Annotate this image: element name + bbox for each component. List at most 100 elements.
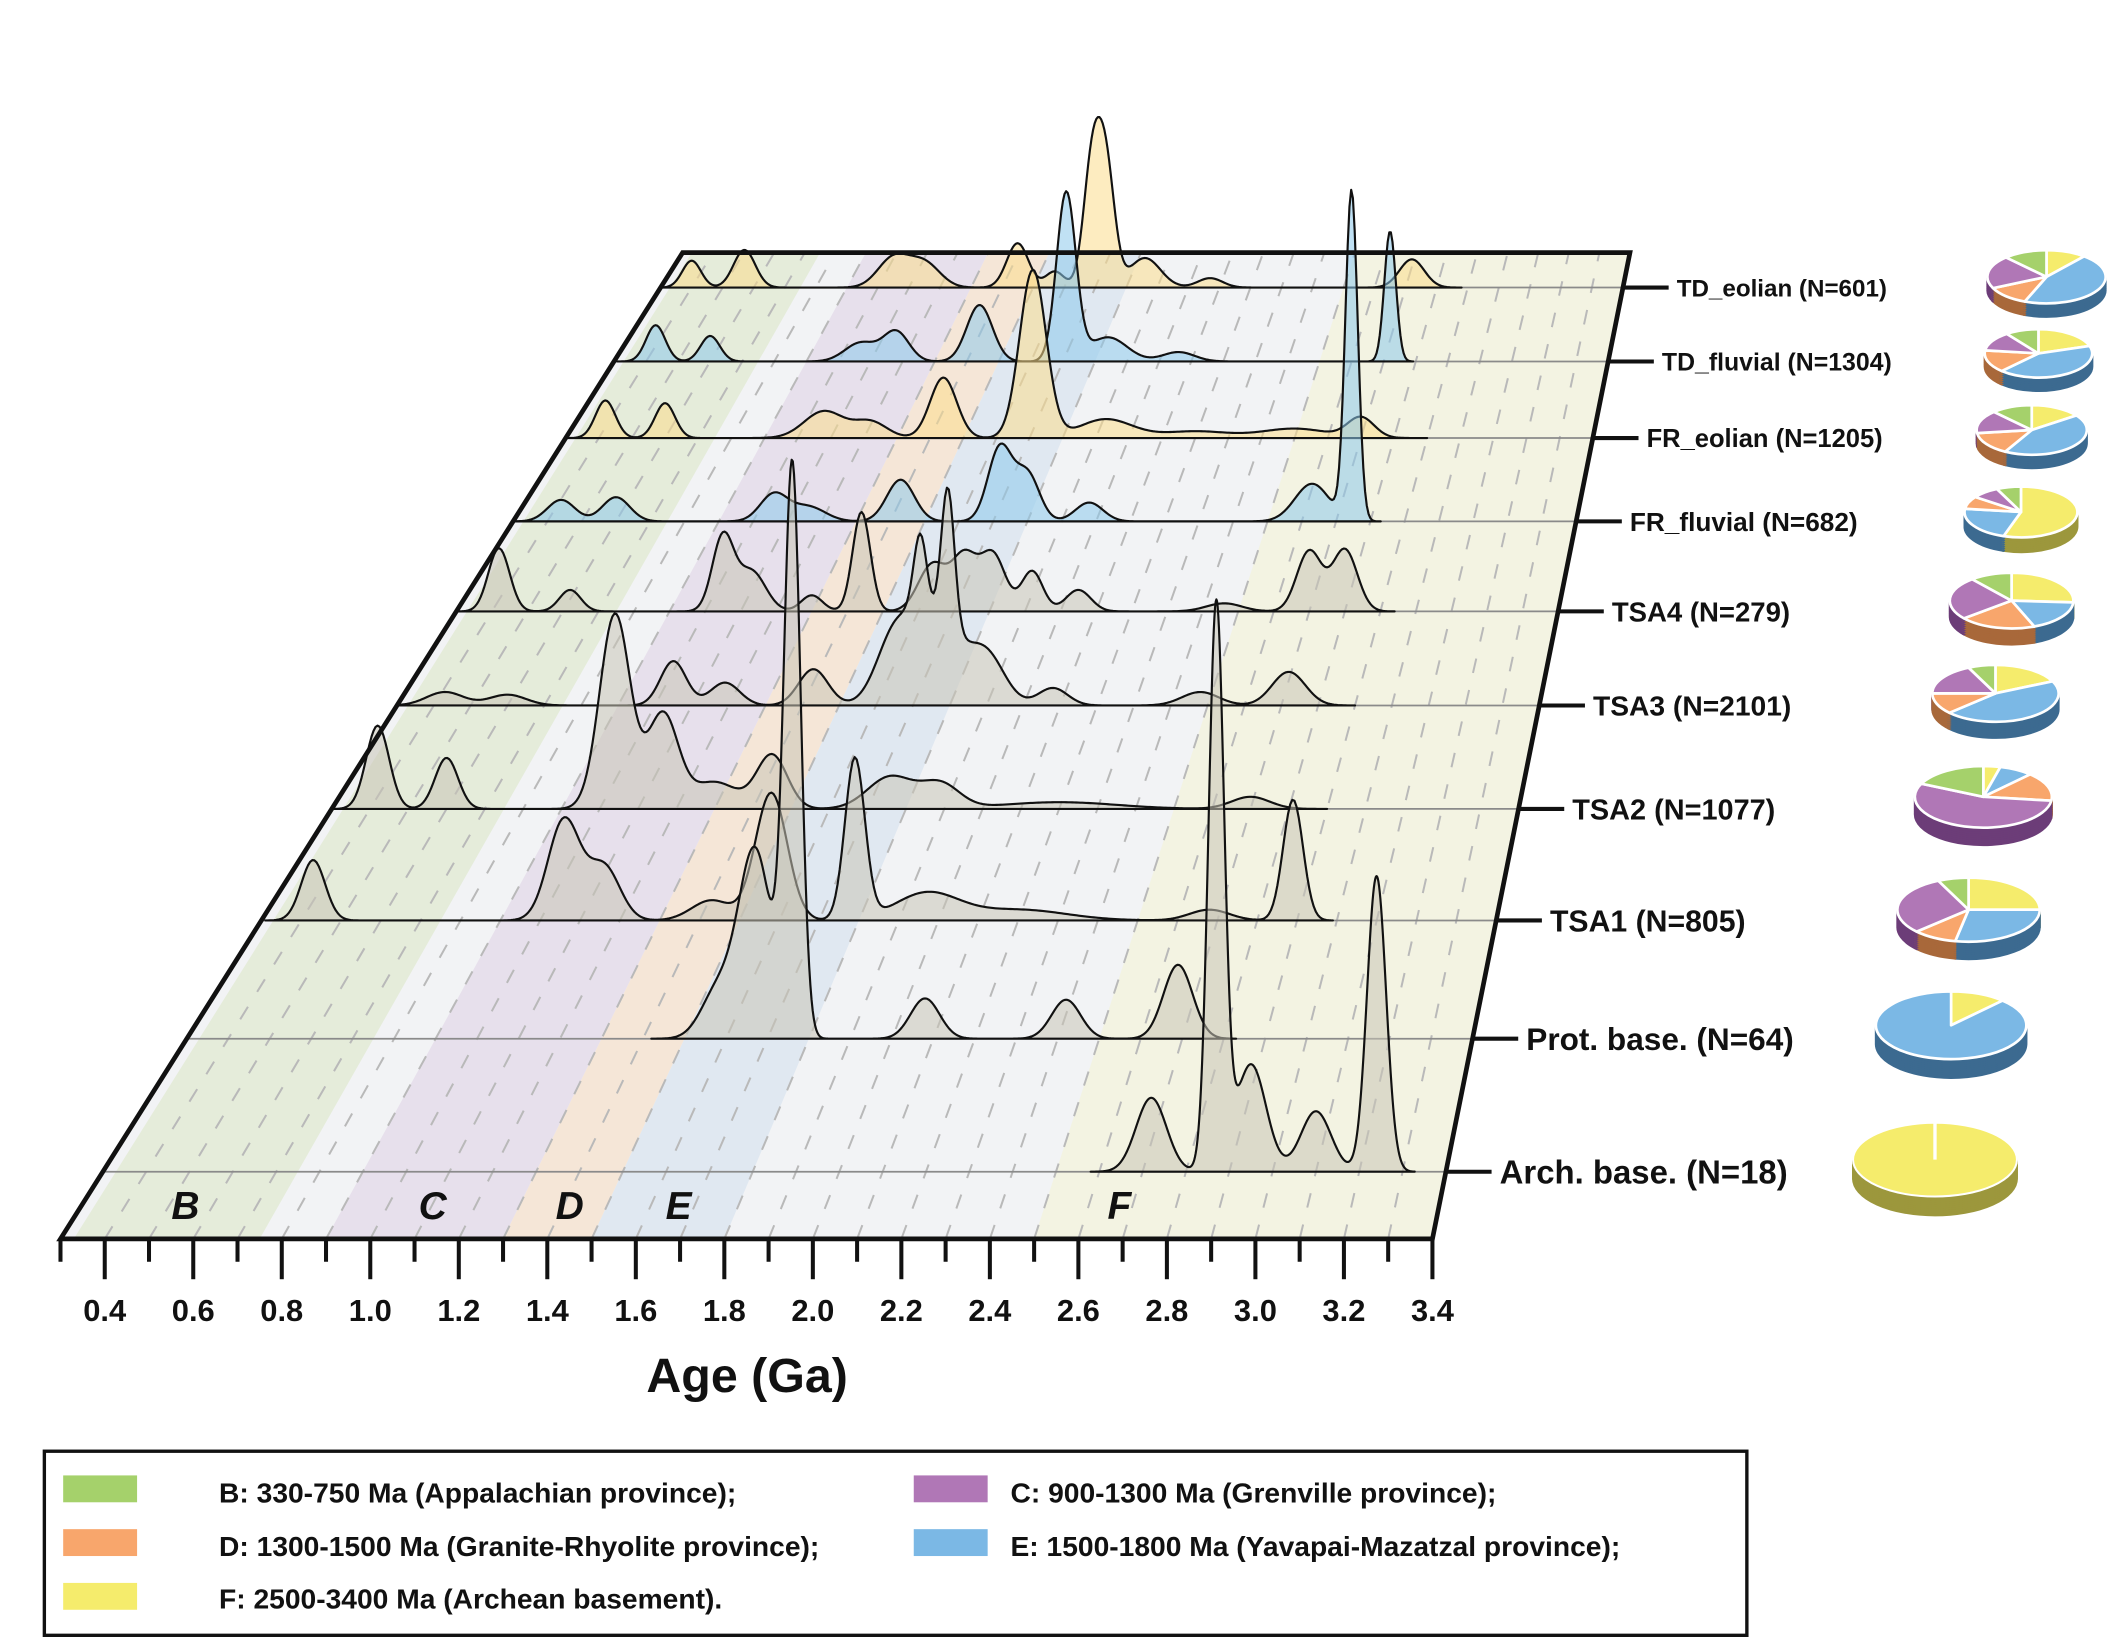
pie-chart <box>1983 327 2094 393</box>
legend: B: 330-750 Ma (Appalachian province); C:… <box>42 1449 1749 1637</box>
sample-label: TSA2 (N=1077) <box>1572 794 1775 826</box>
sample-label: FR_eolian (N=1205) <box>1647 425 1883 453</box>
x-tick-label: 1.6 <box>614 1293 657 1328</box>
pie-slice-b <box>1967 663 1997 695</box>
legend-text-d: D: 1300-1500 Ma (Granite-Rhyolite provin… <box>219 1530 819 1562</box>
x-tick-label: 2.4 <box>968 1293 1012 1328</box>
x-tick-label: 0.4 <box>83 1293 127 1328</box>
pie-slice-e <box>2003 414 2089 457</box>
pie-slice-f <box>2010 571 2075 604</box>
band-b <box>73 252 821 1239</box>
x-tick-label: 2.2 <box>880 1293 923 1328</box>
grid-line <box>988 252 1326 1240</box>
legend-text-f: F: 2500-3400 Ma (Archean basement). <box>219 1582 722 1614</box>
pie-slice-e <box>2000 344 2094 379</box>
grid-line <box>1254 252 1509 1240</box>
x-tick-label: 1.8 <box>703 1293 746 1328</box>
x-tick-label: 3.0 <box>1234 1293 1277 1328</box>
density-curve <box>330 612 1329 810</box>
pie-slice-f <box>1994 663 2054 695</box>
x-tick-label: 2.6 <box>1057 1293 1100 1328</box>
pie-slice-e <box>1948 679 2060 724</box>
plane-outline <box>56 250 1633 1242</box>
x-tick-label: 3.4 <box>1411 1293 1455 1328</box>
legend-text-c: C: 900-1300 Ma (Grenville province); <box>1011 1476 1497 1508</box>
pie-chart <box>1874 990 2028 1079</box>
pie-slice-b <box>2004 248 2048 279</box>
region-label-e: E <box>666 1185 693 1228</box>
density-curve <box>564 268 1429 440</box>
legend-text-e: E: 1500-1800 Ma (Yavapai-Mazatzal provin… <box>1011 1530 1621 1562</box>
sample-label: TD_fluvial (N=1304) <box>1662 349 1892 376</box>
pie-slice-e <box>2023 254 2107 305</box>
x-tick-label: 2.8 <box>1145 1293 1188 1328</box>
grid-line <box>1033 252 1356 1240</box>
grid-line <box>1077 252 1387 1240</box>
provenance-pies <box>1852 248 2107 1217</box>
region-label-d: D <box>556 1185 584 1228</box>
x-tick-label: 1.2 <box>437 1293 480 1328</box>
grid-line <box>944 252 1295 1240</box>
x-tick-label: 1.4 <box>526 1293 570 1328</box>
x-tick-label: 0.6 <box>172 1293 215 1328</box>
x-tick-label: 0.8 <box>260 1293 303 1328</box>
pie-slice-c <box>1913 782 2053 829</box>
pie-slice-f <box>1967 876 2042 912</box>
legend-swatch-c <box>913 1475 988 1503</box>
density-curve <box>395 486 1357 707</box>
sample-label: FR_fluvial (N=682) <box>1630 507 1858 537</box>
grid-line <box>811 252 1204 1240</box>
pie-chart <box>1852 1121 2018 1217</box>
pie-slice-e <box>1953 908 2042 944</box>
density-curve <box>650 458 1238 1040</box>
pie-chart <box>1975 403 2089 470</box>
pie-slice-c <box>1986 256 2048 290</box>
x-axis: 0.4 0.6 0.8 1.0 1.2 1.4 1.6 1.8 2.0 2.2 2.4 2.6 2.8 3… <box>58 1238 1455 1328</box>
grid-line <box>900 252 1265 1240</box>
grid-line <box>236 252 806 1240</box>
pie-slice-e <box>2010 599 2075 628</box>
density-curve <box>1089 598 1416 1173</box>
legend-swatch-e <box>913 1529 988 1557</box>
pie-chart <box>1913 764 2054 847</box>
density-rows <box>102 115 1623 1173</box>
legend-text-b: B: 330-750 Ma (Appalachian province); <box>219 1476 736 1508</box>
pie-chart <box>1963 485 2079 554</box>
pie-slice-b <box>1936 876 1970 912</box>
region-label-b: B <box>171 1185 199 1228</box>
legend-swatch-d <box>63 1529 138 1557</box>
x-tick-label: 3.2 <box>1322 1293 1365 1328</box>
grid-line <box>280 252 837 1240</box>
pie-chart <box>1986 248 2107 318</box>
pie-chart <box>1930 663 2060 739</box>
grid-line <box>1298 252 1540 1240</box>
legend-box <box>42 1449 1749 1637</box>
pie-slice-b <box>1970 571 2013 602</box>
grid-line <box>590 252 1051 1240</box>
x-tick-label: 1.0 <box>349 1293 392 1328</box>
region-label-f: F <box>1107 1185 1132 1228</box>
pie-slice-b <box>1920 764 1985 799</box>
pie-slice-e <box>1963 507 2023 538</box>
grid-line <box>502 252 990 1240</box>
legend-swatch-f <box>63 1582 138 1610</box>
grid-line <box>1121 252 1418 1240</box>
pie-slice-c <box>1948 577 2013 620</box>
pie-slice-b <box>2005 327 2040 355</box>
pie-chart <box>1896 876 2042 961</box>
legend-swatch-b <box>63 1475 138 1503</box>
sample-label: Prot. base. (N=64) <box>1526 1021 1794 1057</box>
sample-label: TSA3 (N=2101) <box>1593 690 1791 722</box>
plot-frame <box>56 250 1633 1242</box>
x-tick-label: 2.0 <box>791 1293 834 1328</box>
pie-slice-e <box>1874 990 2028 1061</box>
sample-label: TD_eolian (N=601) <box>1677 275 1887 302</box>
sample-label: TSA4 (N=279) <box>1612 596 1790 627</box>
region-labels: B C D E F <box>171 1185 1132 1228</box>
region-label-c: C <box>419 1185 448 1228</box>
pie-slice-b <box>1992 403 2034 432</box>
pie-slice-c <box>1930 666 1997 695</box>
grid-line <box>856 252 1234 1240</box>
grid-line <box>1387 252 1601 1240</box>
